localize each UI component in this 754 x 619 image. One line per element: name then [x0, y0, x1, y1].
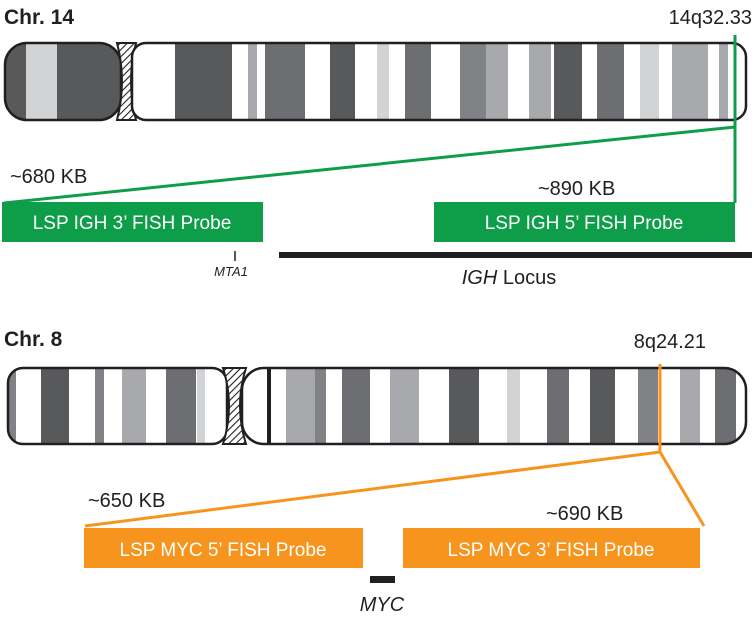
- chr8-zoom-lines: [84, 364, 706, 528]
- igh-3prime-probe-label: LSP IGH 3’ FISH Probe: [33, 213, 232, 234]
- myc-gene-label: MYC: [360, 594, 405, 616]
- myc-5prime-probe: [84, 528, 363, 568]
- chr14-zoom-lines: [3, 35, 737, 205]
- chr8-band-label: 8q24.21: [634, 331, 706, 353]
- chr14-title: Chr. 14: [4, 6, 74, 29]
- igh-3prime-probe: [2, 202, 263, 242]
- chr14-size-5prime: ~890 KB: [538, 178, 615, 200]
- myc-3prime-probe-label: LSP MYC 3’ FISH Probe: [448, 540, 655, 561]
- chr8-size-3prime: ~690 KB: [546, 503, 623, 525]
- igh-5prime-probe: [434, 202, 735, 242]
- chr8-title: Chr. 8: [4, 328, 63, 351]
- chr14-ideogram: [3, 41, 748, 122]
- igh-locus-gene: IGH: [462, 267, 498, 289]
- chr14-band-label: 14q32.33: [669, 7, 752, 29]
- myc-gene-bar: [370, 576, 395, 583]
- chr8-ideogram: [6, 366, 748, 446]
- chr8-size-5prime: ~650 KB: [88, 490, 165, 512]
- myc-5prime-probe-label: LSP MYC 5’ FISH Probe: [120, 540, 327, 561]
- igh-locus-word: Locus: [497, 267, 556, 289]
- mta1-label: MTA1: [214, 264, 248, 279]
- igh-locus-bar: [279, 252, 752, 258]
- igh-locus-label: IGH Locus: [462, 267, 557, 289]
- igh-5prime-probe-label: LSP IGH 5’ FISH Probe: [485, 213, 684, 234]
- myc-3prime-probe: [403, 528, 700, 568]
- chr14-size-3prime: ~680 KB: [10, 166, 87, 188]
